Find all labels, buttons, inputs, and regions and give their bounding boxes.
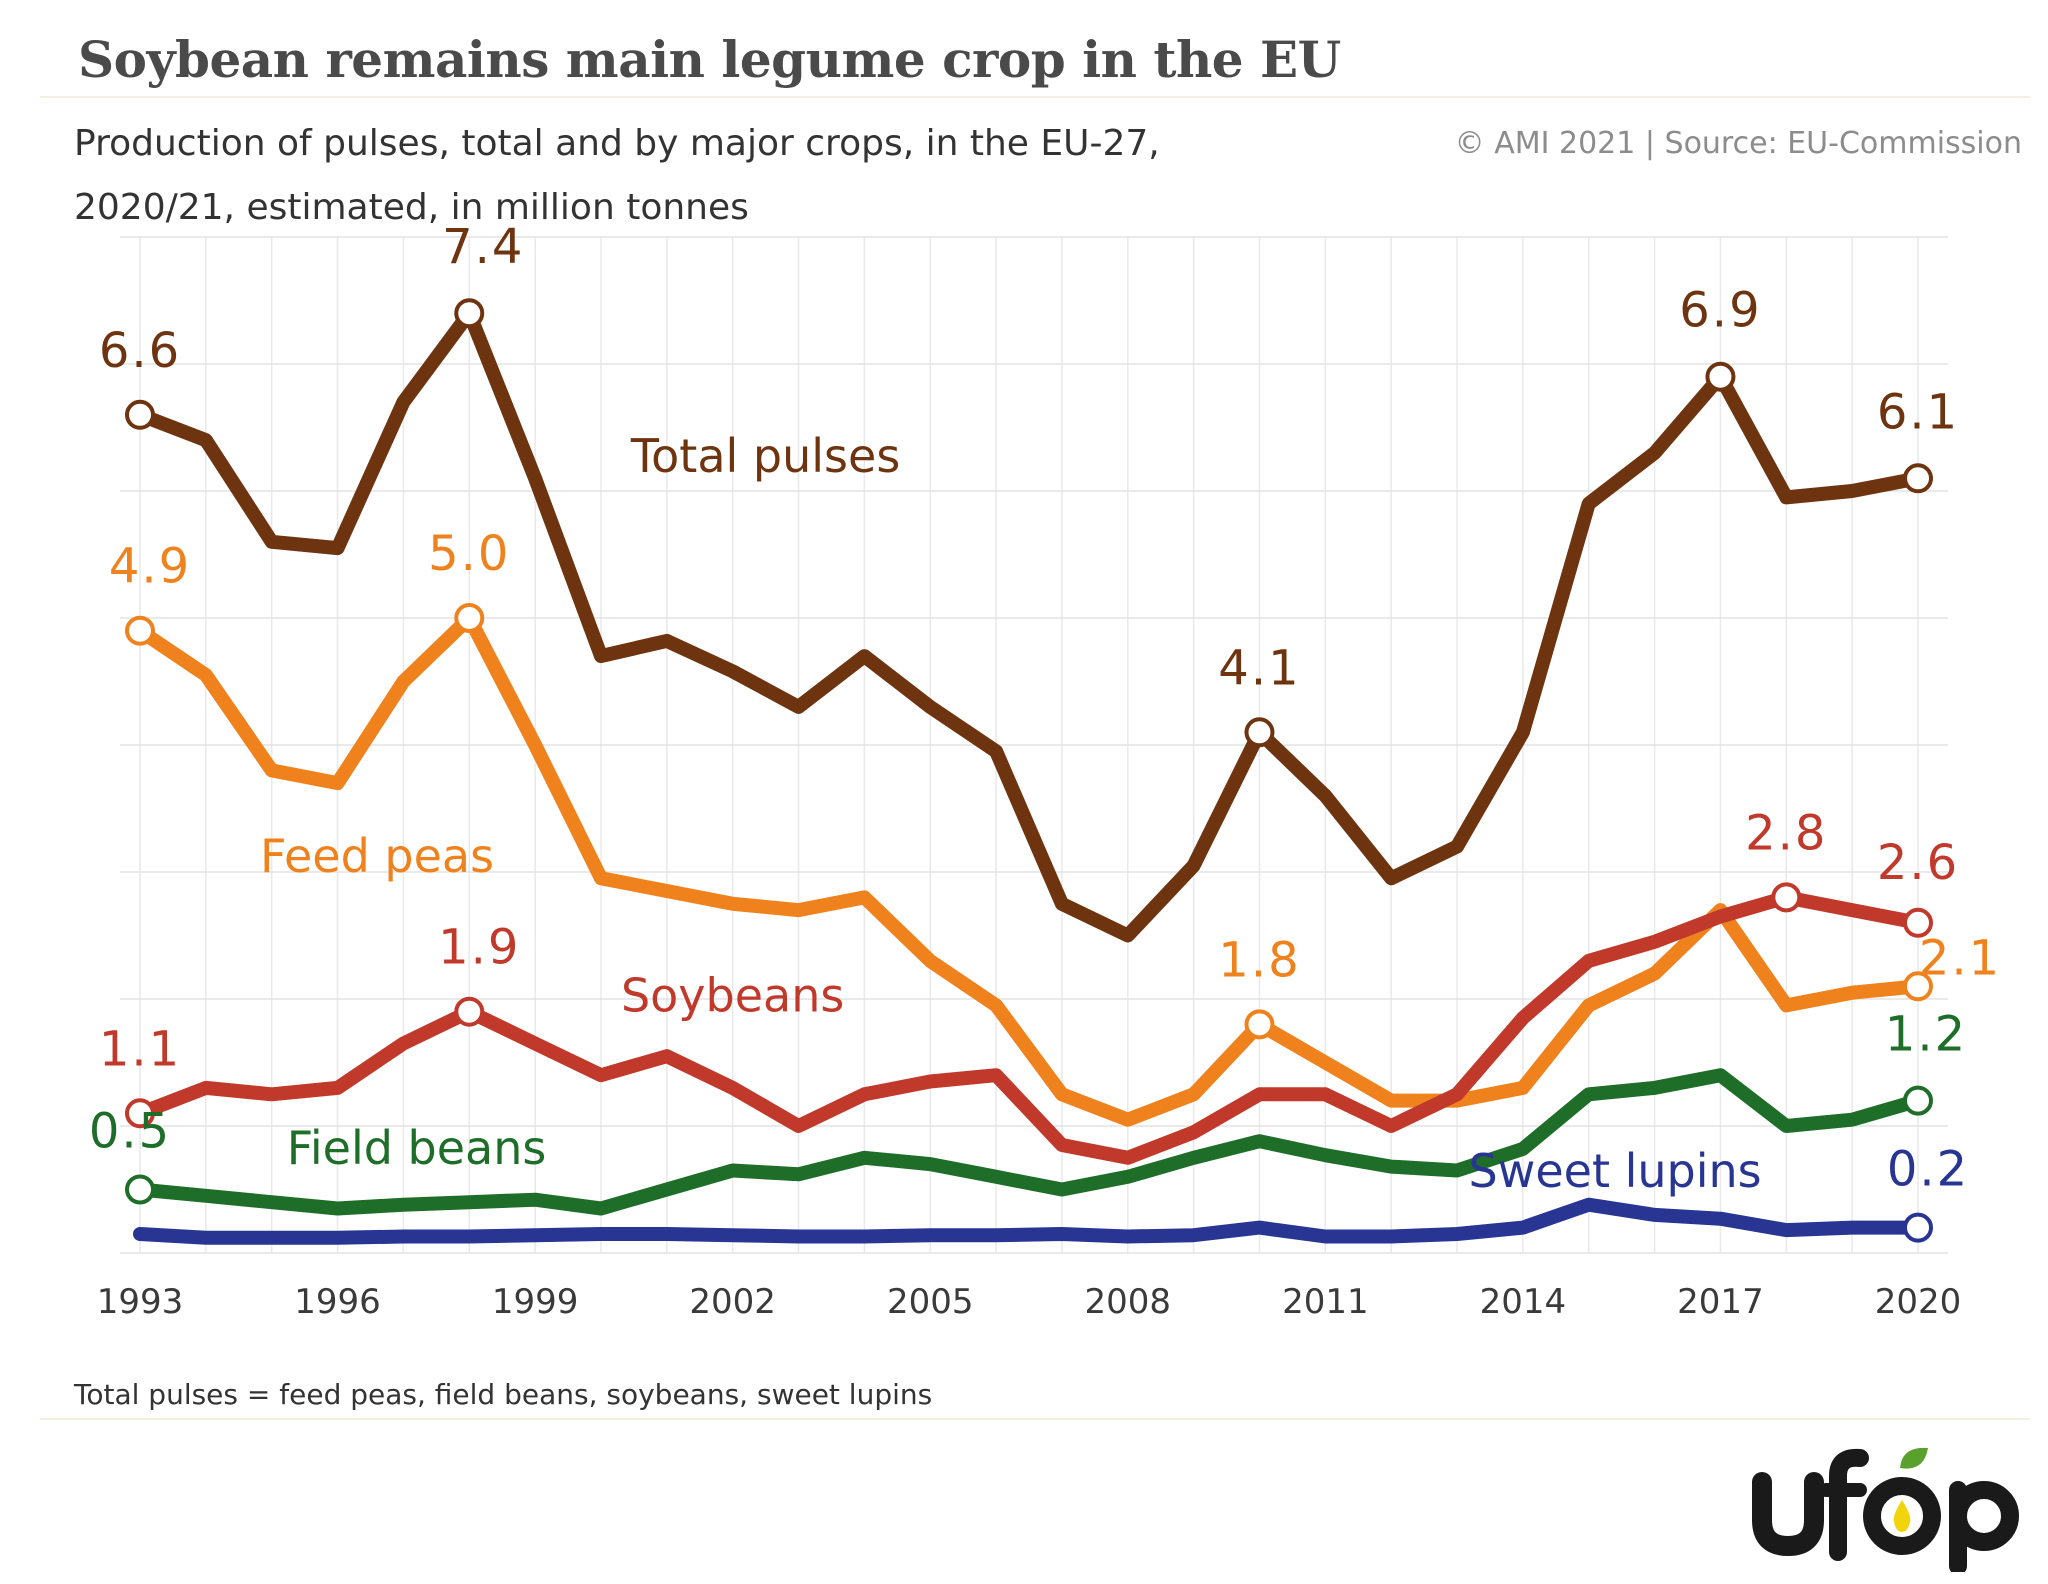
data-label: 1.2 bbox=[1885, 1007, 1967, 1063]
chart-footnote: Total pulses = feed peas, field beans, s… bbox=[74, 1378, 933, 1411]
data-label: 2.1 bbox=[1919, 930, 2001, 986]
ufop-logo: ufop bbox=[1752, 1447, 2019, 1572]
data-label: 6.1 bbox=[1877, 384, 1959, 440]
data-point-marker bbox=[1903, 971, 1933, 1002]
data-label: 1.8 bbox=[1218, 932, 1300, 988]
logo-letter-o bbox=[1863, 1477, 1941, 1555]
title-divider bbox=[40, 96, 2030, 98]
data-label: 2.8 bbox=[1745, 805, 1827, 861]
x-tick-label: 1993 bbox=[97, 1282, 184, 1322]
series-line bbox=[133, 306, 1925, 943]
data-point-marker bbox=[1903, 1212, 1933, 1243]
data-label: 1.9 bbox=[438, 920, 520, 976]
chart-series: 6.6 7.4 4.1 6.9 6.1 4.9 5.0 1.8 2.1 1.1 1.9 2.8 2.6 0… bbox=[89, 219, 2001, 1245]
series-name-label: Sweet lupins bbox=[1469, 1144, 1762, 1198]
x-tick-label: 2002 bbox=[689, 1282, 776, 1322]
series-labels: Total pulses Feed peas Soybeans Field beans… bbox=[260, 429, 1762, 1198]
data-point-marker bbox=[1903, 1085, 1933, 1116]
chart-title: Soybean remains main legume crop in the … bbox=[78, 30, 1341, 89]
series-name-label: Feed peas bbox=[260, 829, 494, 883]
series-line bbox=[133, 611, 1925, 1127]
data-point-marker bbox=[1771, 882, 1802, 913]
data-point-marker bbox=[125, 1098, 155, 1129]
x-tick-label: 2014 bbox=[1480, 1282, 1567, 1322]
x-tick-label: 2011 bbox=[1282, 1282, 1369, 1322]
data-label: 2.6 bbox=[1877, 835, 1959, 891]
data-point-marker bbox=[125, 615, 155, 646]
data-label: 0.5 bbox=[89, 1104, 171, 1160]
data-point-marker bbox=[1705, 361, 1736, 392]
series-line bbox=[133, 1068, 1925, 1216]
data-label: 4.9 bbox=[109, 539, 191, 595]
data-label: 0.2 bbox=[1887, 1142, 1969, 1198]
data-label: 6.9 bbox=[1679, 283, 1761, 339]
data-label: 7.4 bbox=[442, 219, 524, 275]
data-label: 5.0 bbox=[428, 526, 510, 582]
data-point-marker bbox=[1903, 907, 1933, 938]
logo-drop-icon bbox=[1893, 1500, 1911, 1532]
chart-source: © AMI 2021 | Source: EU-Commission bbox=[1454, 126, 2022, 161]
data-point-marker bbox=[454, 298, 485, 329]
data-label: 4.1 bbox=[1218, 640, 1300, 696]
data-point-marker bbox=[125, 399, 155, 430]
data-label: 6.6 bbox=[99, 323, 181, 379]
chart-grid bbox=[120, 236, 1948, 1254]
series-line bbox=[133, 890, 1925, 1165]
series-line bbox=[133, 1197, 1925, 1245]
x-tick-label: 1999 bbox=[492, 1282, 579, 1322]
chart-subtitle: Production of pulses, total and by major… bbox=[74, 123, 1160, 228]
series-name-label: Total pulses bbox=[630, 429, 900, 483]
footer-divider bbox=[40, 1418, 2030, 1420]
x-tick-label: 1996 bbox=[294, 1282, 381, 1322]
data-point-marker bbox=[454, 603, 485, 633]
data-point-marker bbox=[1244, 1009, 1275, 1040]
data-point-marker bbox=[125, 1174, 155, 1205]
logo-letter-p-bowl bbox=[1949, 1481, 2019, 1551]
x-tick-label: 2008 bbox=[1085, 1282, 1172, 1322]
data-point-marker bbox=[454, 996, 485, 1027]
x-tick-label: 2017 bbox=[1677, 1282, 1764, 1322]
data-point-marker bbox=[1244, 717, 1275, 748]
logo-leaf-icon bbox=[1900, 1447, 1928, 1469]
data-point-marker bbox=[1903, 463, 1933, 494]
logo-letter-u bbox=[1752, 1472, 1824, 1557]
x-tick-label: 2005 bbox=[887, 1282, 974, 1322]
x-tick-label: 2020 bbox=[1875, 1282, 1962, 1322]
x-axis-ticks: 1993 1996 1999 2002 2005 2008 2011 2014 2017 2020 bbox=[97, 1282, 1962, 1322]
series-name-label: Field beans bbox=[287, 1121, 547, 1175]
logo-letter-f bbox=[1829, 1448, 1869, 1561]
series-name-label: Soybeans bbox=[621, 969, 844, 1023]
data-label: 1.1 bbox=[99, 1021, 181, 1077]
